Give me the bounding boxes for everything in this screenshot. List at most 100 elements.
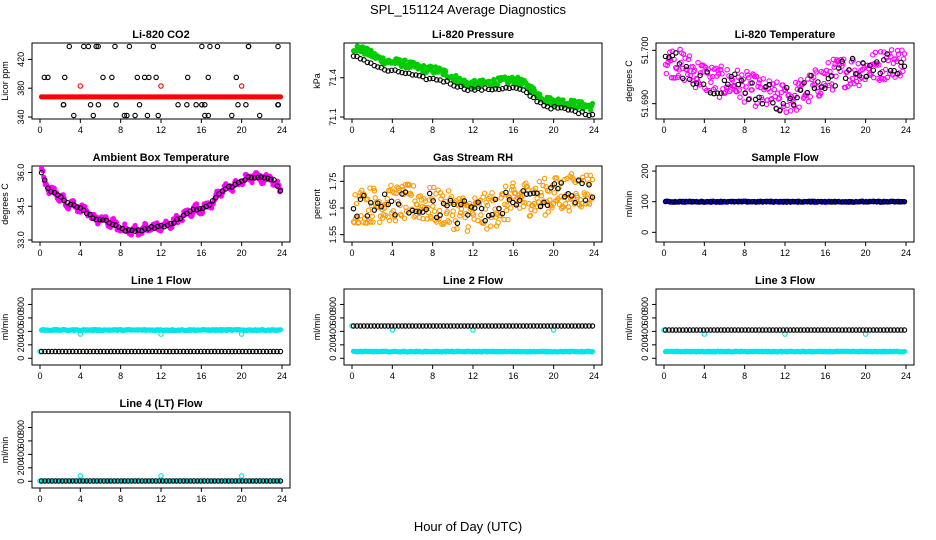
data-point: [446, 219, 453, 225]
data-point: [132, 112, 138, 119]
data-point: [357, 323, 364, 329]
data-point: [458, 323, 464, 329]
figure-xlabel: Hour of Day (UTC): [414, 519, 522, 534]
data-point: [430, 203, 436, 209]
data-point: [146, 74, 152, 81]
data-point: [790, 102, 797, 108]
data-point: [707, 74, 713, 80]
x-tick-label: 8: [742, 248, 747, 258]
data-point: [693, 80, 700, 87]
data-point: [187, 478, 194, 484]
data-point: [371, 207, 378, 213]
data-point: [673, 199, 679, 205]
data-point: [236, 348, 242, 355]
y-tick-label: 100: [640, 194, 650, 209]
data-point: [218, 478, 225, 484]
data-point: [158, 331, 164, 337]
data-point: [376, 219, 383, 226]
data-point: [780, 82, 786, 88]
data-point: [707, 90, 714, 96]
data-point: [775, 96, 782, 102]
data-point: [149, 348, 156, 355]
y-tick-label: 200: [640, 164, 650, 179]
data-point: [582, 111, 589, 118]
data-point: [586, 182, 592, 188]
data-point: [901, 198, 908, 205]
data-point: [700, 327, 707, 333]
series-0: [662, 348, 908, 355]
data-point: [797, 87, 804, 93]
x-tick-label: 12: [780, 371, 790, 381]
data-point: [426, 323, 433, 329]
data-point: [260, 478, 266, 484]
data-point: [756, 94, 762, 101]
data-point: [787, 108, 794, 114]
data-point: [825, 75, 832, 82]
data-point: [536, 178, 543, 185]
data-point: [246, 348, 253, 355]
data-point: [461, 198, 468, 204]
data-point: [385, 68, 391, 74]
data-point: [426, 190, 433, 197]
data-point: [73, 478, 79, 484]
x-tick-label: 20: [861, 371, 871, 381]
data-point: [489, 190, 495, 196]
data-point: [711, 327, 717, 333]
x-tick-label: 4: [702, 125, 707, 135]
data-point: [846, 198, 852, 205]
panel-title: Li-820 Pressure: [432, 29, 514, 41]
data-point: [108, 478, 114, 484]
data-point: [662, 53, 669, 60]
data-point: [499, 323, 506, 329]
data-point: [718, 90, 724, 96]
data-point: [506, 85, 513, 92]
data-point: [375, 200, 381, 206]
data-point: [697, 70, 704, 76]
data-point: [437, 323, 443, 329]
data-point: [416, 209, 423, 215]
data-point: [239, 348, 246, 355]
data-point: [825, 59, 832, 66]
data-point: [759, 97, 766, 103]
data-point: [780, 327, 787, 333]
data-point: [534, 190, 540, 196]
series-1: [350, 53, 596, 119]
data-point: [524, 184, 531, 190]
data-point: [136, 102, 143, 108]
data-point: [894, 327, 901, 333]
data-point: [198, 348, 204, 355]
data-point: [508, 187, 515, 193]
y-tick-label: 400: [328, 324, 338, 339]
data-point: [830, 56, 837, 63]
data-point: [704, 199, 710, 205]
data-point: [562, 194, 568, 200]
data-point: [718, 327, 724, 333]
data-point: [121, 112, 128, 119]
data-point: [865, 65, 872, 72]
data-point: [430, 323, 436, 329]
data-point: [586, 201, 593, 207]
data-point: [579, 200, 585, 207]
data-point: [388, 323, 395, 329]
data-point: [721, 77, 728, 84]
data-point: [116, 224, 122, 230]
data-point: [753, 73, 760, 79]
data-point: [270, 348, 277, 355]
data-point: [880, 199, 887, 205]
data-point: [863, 199, 870, 205]
data-point: [582, 323, 589, 329]
data-point: [256, 478, 263, 484]
data-point: [457, 210, 464, 216]
data-point: [741, 99, 748, 105]
data-point: [243, 478, 249, 484]
x-tick-label: 0: [37, 371, 42, 381]
x-tick-label: 8: [118, 494, 123, 504]
data-point: [392, 212, 398, 218]
data-point: [238, 178, 245, 184]
x-tick-label: 16: [508, 248, 518, 258]
data-point: [868, 71, 874, 77]
data-point: [357, 56, 364, 62]
data-point: [718, 63, 724, 69]
data-point: [708, 79, 714, 86]
